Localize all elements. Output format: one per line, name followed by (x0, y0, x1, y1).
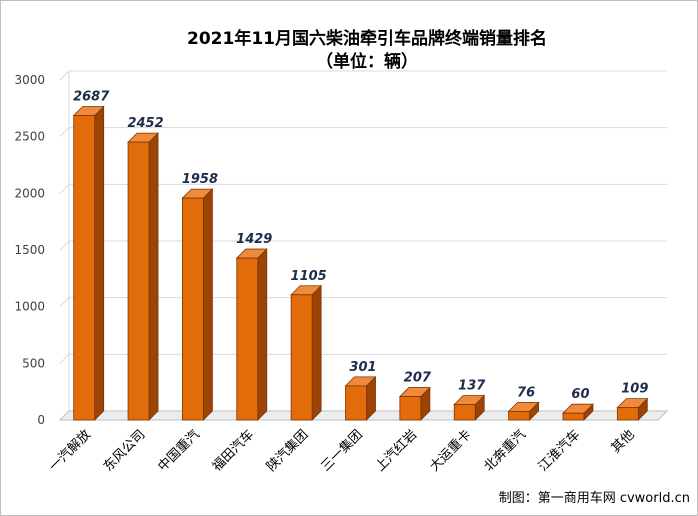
bar-side-face (148, 132, 159, 421)
x-tick-label: 江淮汽车 (535, 427, 583, 475)
bar-side-face (311, 284, 322, 421)
data-label: 2452 (127, 116, 163, 131)
bar (290, 284, 323, 421)
bars (72, 105, 649, 421)
chart-credit: 制图：第一商用车网 cvworld.cn (499, 490, 690, 506)
data-label: 2687 (73, 89, 110, 104)
x-tick-label: 北奔重汽 (481, 427, 529, 475)
data-label: 1105 (291, 269, 327, 284)
y-tick-label: 2000 (14, 186, 45, 200)
bar (453, 394, 486, 421)
bar-side-face (94, 105, 105, 421)
bar-side-face (257, 248, 268, 421)
y-tick-label: 2500 (14, 130, 45, 144)
x-tick-label: 三一集团 (318, 427, 366, 475)
chart-title: 2021年11月国六柴油牵引车品牌终端销量排名 (187, 28, 547, 49)
bar (181, 188, 214, 421)
data-label: 60 (571, 387, 589, 402)
gridline-depth (59, 70, 70, 81)
x-tick-label: 中国重汽 (155, 427, 203, 475)
bar (398, 386, 431, 421)
data-label: 1429 (236, 232, 272, 247)
bar (616, 397, 649, 421)
x-tick-label: 上汽红岩 (372, 427, 420, 475)
bar-front-face (399, 396, 422, 421)
y-axis: 0 500 1000 1500 2000 2500 3000 (14, 73, 45, 427)
bar-front-face (345, 385, 367, 421)
x-tick-label: 一汽解放 (47, 427, 94, 474)
bar-side-face (203, 188, 213, 421)
bar-front-face (508, 410, 530, 421)
gridline-depth (59, 240, 70, 251)
gridline-depth (59, 183, 70, 194)
x-tick-label: 其他 (609, 427, 638, 456)
data-label: 1958 (182, 172, 218, 187)
bar-front-face (236, 257, 259, 421)
bar (127, 132, 160, 421)
bar (344, 375, 377, 421)
data-labels: 2687 2452 1958 1429 1105 301 207 137 76 60 109 (73, 89, 648, 402)
bar (507, 401, 540, 421)
data-label: 109 (621, 382, 648, 397)
bar (72, 105, 105, 421)
y-tick-label: 3000 (14, 73, 45, 87)
bar (561, 403, 594, 421)
y-tick-label: 500 (22, 356, 45, 370)
gridlines (59, 70, 667, 411)
bar-front-face (290, 294, 313, 421)
data-label: 76 (517, 385, 535, 400)
x-tick-label: 东风公司 (101, 427, 148, 474)
gridline-depth (59, 353, 70, 364)
data-label: 301 (349, 360, 376, 375)
y-tick-label: 1000 (14, 300, 45, 314)
x-tick-label: 陕汽集团 (263, 427, 311, 475)
bar-front-face (453, 404, 476, 421)
gridline-depth (59, 297, 70, 308)
bar-front-face (562, 412, 585, 421)
bar (235, 248, 268, 421)
data-label: 137 (458, 378, 486, 393)
bar-front-face (127, 141, 150, 421)
bar-front-face (73, 115, 96, 421)
bar-front-face (182, 197, 204, 421)
x-axis: 一汽解放 东风公司 中国重汽 福田汽车 陕汽集团 三一集团 上汽红岩 大运重卡 北奔重汽 江淮汽车… (47, 427, 638, 475)
y-tick-label: 1500 (14, 243, 45, 257)
gridline-depth (59, 127, 70, 138)
x-tick-label: 大运重卡 (426, 427, 474, 475)
y-tick-label: 0 (37, 413, 45, 427)
data-label: 207 (404, 371, 432, 386)
bar-front-face (616, 407, 639, 421)
chart-subtitle: （单位：辆） (316, 51, 418, 72)
x-tick-label: 福田汽车 (209, 427, 257, 475)
